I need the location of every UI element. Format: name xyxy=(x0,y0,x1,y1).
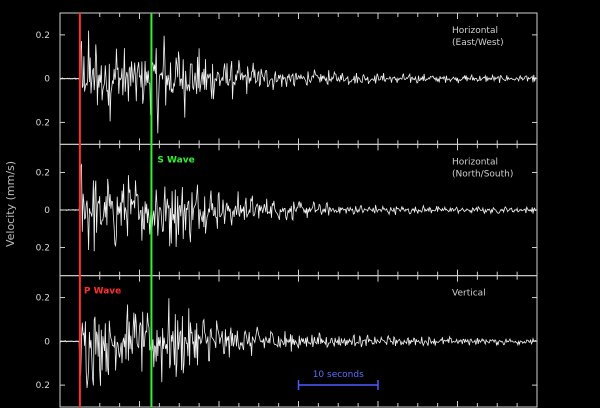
y-tick-label: 0 xyxy=(44,75,50,85)
scale-bar-label: 10 seconds xyxy=(313,370,364,380)
y-axis-title: Velocity (mm/s) xyxy=(4,161,17,247)
waveform-trace xyxy=(59,298,537,389)
y-tick-label: 0.2 xyxy=(36,381,50,391)
panel-label: Horizontal (East/West) xyxy=(452,26,504,48)
y-tick-label: 0 xyxy=(44,337,50,347)
y-tick-label: 0.2 xyxy=(36,244,50,254)
panel-1: 0.2 0 0.2 Horizontal (East/West) xyxy=(36,12,538,145)
p-wave-label: P Wave xyxy=(84,287,121,297)
wave-markers: S Wave P Wave 10 seconds xyxy=(78,13,379,407)
waveform-trace xyxy=(59,30,537,134)
y-tick-label: 0.2 xyxy=(36,294,50,304)
y-tick-label: 0.2 xyxy=(36,118,50,128)
y-tick-label: 0 xyxy=(44,206,50,216)
panel-2: 0.2 0 0.2 Horizontal (North/South) xyxy=(36,143,538,277)
y-axis-label: Velocity (mm/s) xyxy=(4,161,17,247)
panels-group: 0.2 0 0.2 Horizontal (East/West) 0.2 0 0.2 Horiz… xyxy=(36,12,538,408)
waveform-trace xyxy=(59,163,537,252)
s-wave-label: S Wave xyxy=(157,155,194,165)
y-tick-label: 0.2 xyxy=(36,168,50,178)
panel-label: Vertical xyxy=(452,289,486,299)
panel-3: 0.2 0 0.2 Vertical xyxy=(36,275,538,408)
y-tick-label: 0.2 xyxy=(36,31,50,41)
panel-label: Horizontal (North/South) xyxy=(452,157,513,179)
